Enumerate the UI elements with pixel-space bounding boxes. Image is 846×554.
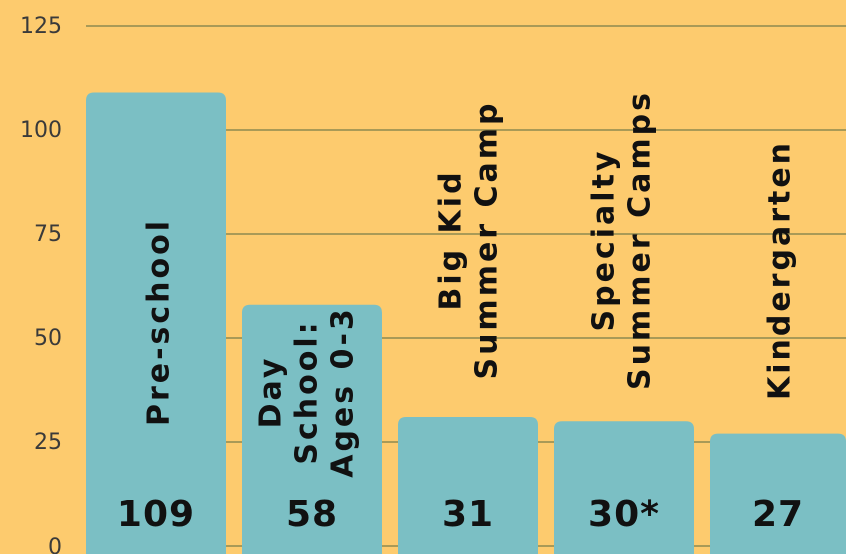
bars <box>86 92 846 554</box>
y-tick-label: 75 <box>34 222 62 247</box>
category-label-line: Summer Camp <box>470 100 505 379</box>
y-tick-label: 25 <box>34 430 62 455</box>
category-label-line: Specialty <box>587 149 622 332</box>
bar-3 <box>554 421 694 554</box>
category-label-3: Specialty Summer Camps <box>587 90 658 390</box>
y-axis-ticks: 0 25 50 75 100 125 <box>20 14 62 554</box>
category-label-line: Big Kid <box>434 169 469 310</box>
value-label-4: 27 <box>752 494 804 535</box>
value-label-2: 31 <box>442 494 494 535</box>
bar-2 <box>398 417 538 554</box>
value-label-0: 109 <box>117 494 195 535</box>
y-tick-label: 125 <box>20 14 62 39</box>
category-label-4: Kindergarten <box>763 140 798 400</box>
category-label-2: Big Kid Summer Camp <box>434 100 505 379</box>
y-tick-label: 0 <box>48 535 62 554</box>
category-label-line: Summer Camps <box>623 90 658 390</box>
category-label-0: Pre-school <box>142 218 177 426</box>
category-label-line: Ages 0-3 <box>326 306 361 478</box>
category-label-line: Day <box>254 356 289 429</box>
bar-4 <box>710 433 846 554</box>
category-label-line: Kindergarten <box>763 140 798 400</box>
category-label-1: Day School: Ages 0-3 <box>254 306 361 478</box>
value-label-3: 30* <box>588 494 660 535</box>
bar-1 <box>242 304 382 554</box>
category-label-line: Pre-school <box>142 218 177 426</box>
value-label-1: 58 <box>286 494 338 535</box>
category-label-line: School: <box>290 319 325 464</box>
y-tick-label: 50 <box>34 326 62 351</box>
y-tick-label: 100 <box>20 118 62 143</box>
value-labels: 109 58 31 30* 27 <box>117 494 804 535</box>
bar-0 <box>86 92 226 554</box>
